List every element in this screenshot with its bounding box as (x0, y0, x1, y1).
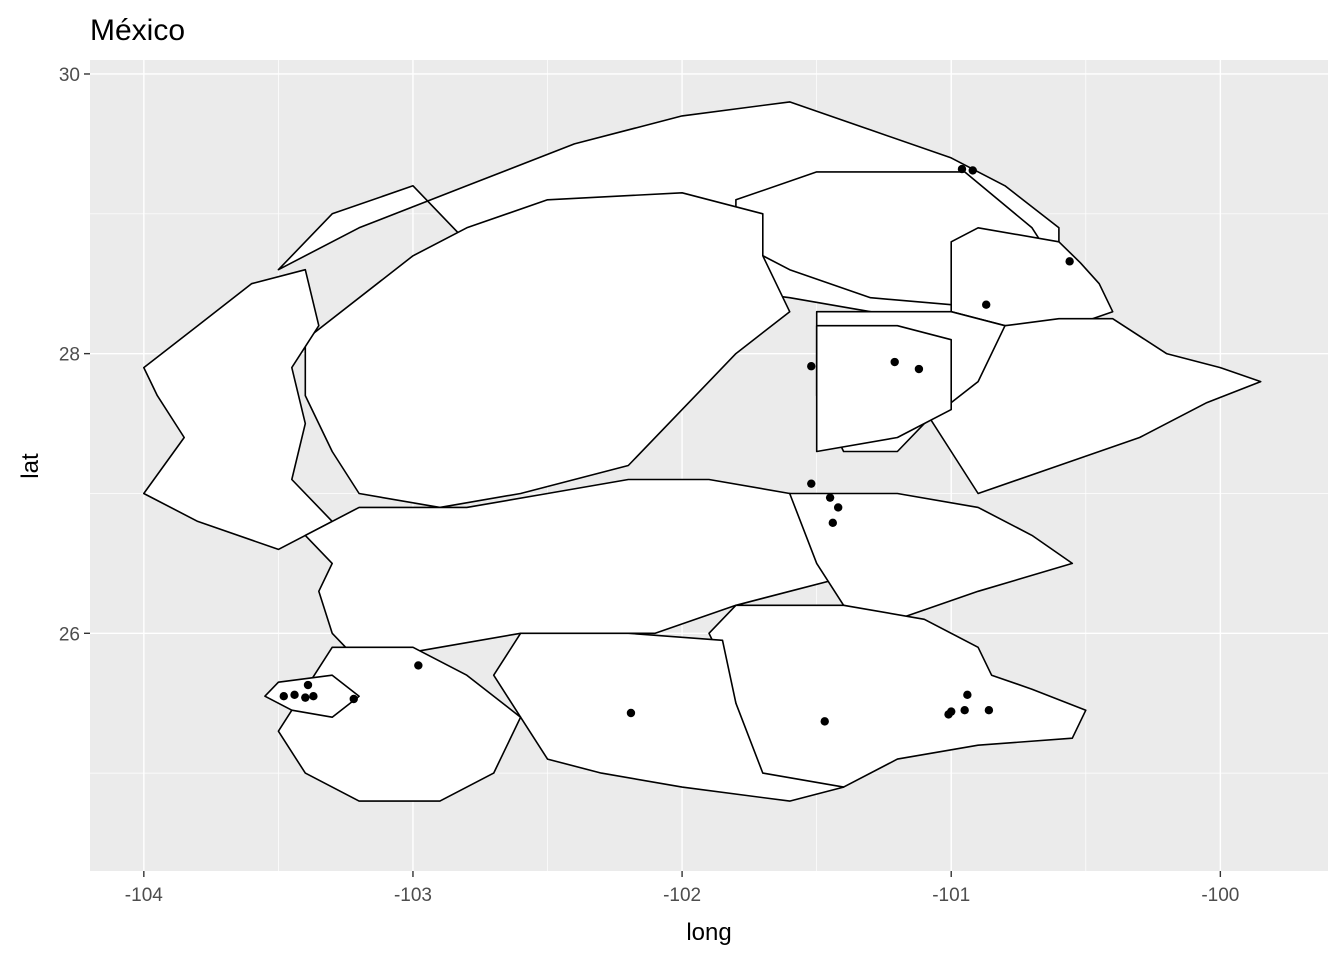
x-tick-label: -101 (932, 885, 970, 906)
axis-ticks (84, 73, 1222, 877)
y-tick-label: 26 (59, 624, 80, 645)
location-point (626, 708, 636, 718)
location-point (301, 693, 310, 702)
municipality-boundaries (143, 101, 1262, 802)
location-point (279, 692, 288, 701)
y-tick-label: 30 (59, 65, 80, 86)
location-point (807, 479, 816, 488)
location-point (290, 690, 299, 700)
location-point (914, 364, 924, 374)
location-point (820, 717, 829, 726)
location-point (828, 518, 837, 528)
location-point (982, 300, 991, 309)
location-point (963, 690, 972, 700)
chart-title: México (90, 14, 185, 47)
location-points (279, 164, 1074, 726)
location-point (1065, 257, 1074, 266)
x-axis-title: long (686, 919, 731, 946)
x-tick-label: -102 (663, 885, 701, 906)
x-tick-label: -104 (125, 885, 163, 906)
y-tick-label: 28 (59, 345, 80, 366)
location-point (833, 503, 843, 512)
location-point (349, 694, 358, 704)
location-point (825, 493, 835, 502)
location-point (303, 680, 313, 690)
axis-tick-labels: -104 -103 -102 -101 -100 26 28 30 (59, 65, 1240, 906)
municipality-polygon (143, 268, 334, 551)
location-point (957, 164, 967, 174)
y-axis-title: lat (17, 453, 44, 479)
x-tick-label: -100 (1201, 885, 1239, 906)
municipality-polygon (304, 192, 791, 509)
municipality-polygon (788, 492, 1074, 621)
municipality-polygon (304, 478, 845, 663)
location-point (984, 705, 994, 715)
location-point (890, 357, 899, 367)
municipality-polygon (815, 324, 953, 453)
location-point (807, 362, 816, 371)
location-point (960, 705, 969, 715)
location-point (414, 661, 423, 670)
location-point (947, 707, 956, 716)
location-point (309, 692, 318, 701)
location-point (968, 166, 977, 175)
x-tick-label: -103 (394, 885, 432, 906)
